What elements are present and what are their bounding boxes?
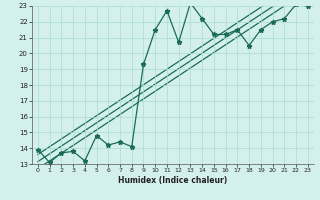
X-axis label: Humidex (Indice chaleur): Humidex (Indice chaleur) <box>118 176 228 185</box>
